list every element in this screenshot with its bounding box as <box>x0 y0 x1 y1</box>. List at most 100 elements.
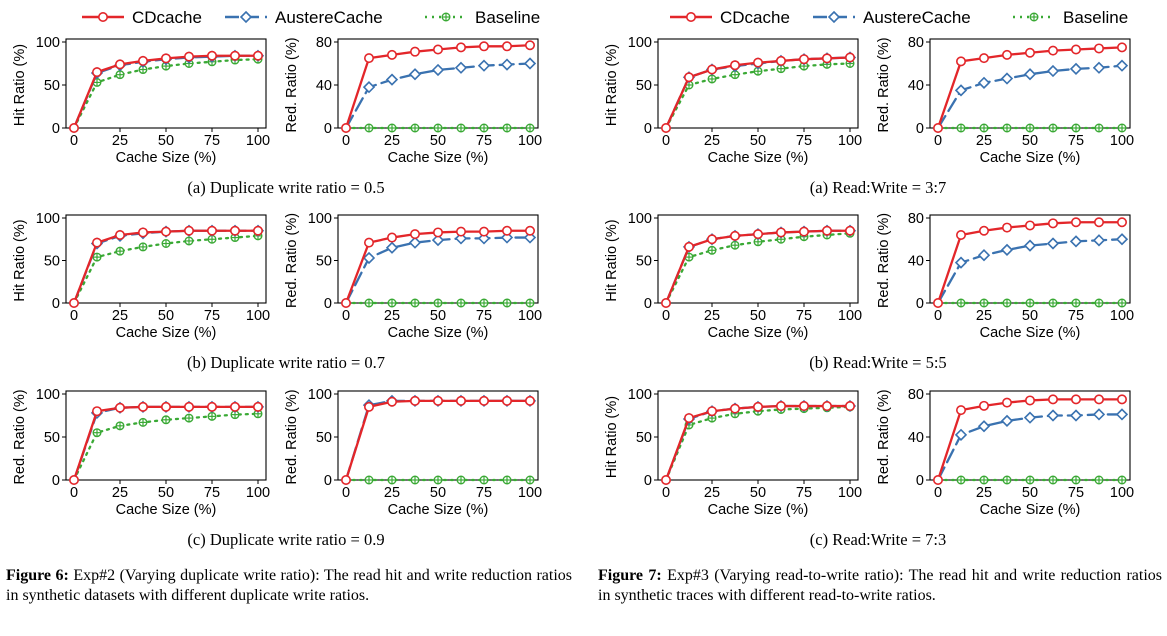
point-base <box>387 123 397 133</box>
series-base <box>344 298 535 308</box>
point-base <box>956 123 966 133</box>
point-austere <box>977 249 991 262</box>
x-tick-label: 0 <box>662 308 670 324</box>
point-base <box>1002 123 1012 133</box>
y-tick-label: 40 <box>908 430 924 446</box>
series-cd <box>72 50 264 130</box>
x-tick-label: 25 <box>976 485 992 501</box>
point-base <box>115 421 125 431</box>
x-tick-label: 0 <box>70 308 78 324</box>
point-cd <box>775 55 786 66</box>
y-tick-label: 0 <box>324 473 332 489</box>
x-tick-label: 25 <box>384 133 400 149</box>
point-cd <box>230 50 241 61</box>
x-tick-label: 75 <box>476 485 492 501</box>
legend-label-cd: CDcache <box>132 8 202 27</box>
y-tick-label: 0 <box>644 121 652 137</box>
series-cd <box>344 395 535 482</box>
x-tick-label: 50 <box>750 133 766 149</box>
point-austere <box>1000 243 1014 257</box>
y-axis-label: Hit Ratio (%) <box>604 219 620 301</box>
x-tick-label: 0 <box>934 485 942 501</box>
y-axis-label: Hit Ratio (%) <box>12 219 28 301</box>
point-base <box>456 298 466 308</box>
point-cd <box>955 56 966 67</box>
point-cd <box>501 41 512 52</box>
series-austere <box>936 59 1129 130</box>
x-tick-label: 0 <box>662 133 670 149</box>
series-base <box>936 475 1127 485</box>
point-cd <box>1001 397 1012 408</box>
point-base <box>707 74 717 84</box>
point-austere <box>362 81 376 94</box>
x-tick-label: 25 <box>112 133 128 149</box>
point-austere <box>1069 409 1083 422</box>
subcaption-fig7c: (c) Read:Write = 7:3 <box>810 530 946 549</box>
series-austere <box>344 394 537 482</box>
x-tick-label: 25 <box>976 133 992 149</box>
point-cd <box>1117 394 1128 405</box>
series-line-austere <box>936 238 1124 305</box>
point-cd <box>386 49 397 60</box>
point-base <box>253 409 263 419</box>
x-axis-label: Cache Size (%) <box>388 502 489 518</box>
x-tick-label: 0 <box>934 308 942 324</box>
point-origin <box>660 123 671 134</box>
x-tick-label: 100 <box>518 308 542 324</box>
series-line-austere <box>344 399 532 482</box>
point-cd <box>729 403 740 414</box>
point-austere <box>954 256 968 269</box>
y-tick-label: 80 <box>908 211 924 227</box>
x-axis-label: Cache Size (%) <box>116 150 217 166</box>
point-austere <box>1092 408 1106 421</box>
point-cd <box>524 225 535 236</box>
y-tick-label: 0 <box>52 121 60 137</box>
point-cd <box>683 72 694 83</box>
x-axis-label: Cache Size (%) <box>116 502 217 518</box>
point-cd <box>230 225 241 236</box>
legend-item-austere: AustereCache <box>813 8 971 27</box>
point-origin <box>660 297 671 308</box>
point-cd <box>683 241 694 252</box>
point-base <box>956 298 966 308</box>
x-tick-label: 75 <box>204 485 220 501</box>
point-origin <box>69 123 80 134</box>
y-tick-label: 0 <box>644 296 652 312</box>
point-austere <box>431 63 445 77</box>
point-cd <box>432 44 443 55</box>
chart-fig7b-left: 0 25 50 75 100 0 50 100 Cache Size (%) Hit Ratio … <box>604 211 862 341</box>
x-tick-label: 50 <box>1022 133 1038 149</box>
x-tick-label: 100 <box>838 308 862 324</box>
point-cd <box>955 230 966 241</box>
legend-label-cd: CDcache <box>720 8 790 27</box>
point-austere <box>1000 414 1014 428</box>
point-cd <box>92 67 103 78</box>
y-tick-label: 50 <box>316 254 332 270</box>
point-cd <box>455 226 466 237</box>
point-base <box>456 123 466 133</box>
point-cd <box>115 59 126 70</box>
point-cd <box>455 395 466 406</box>
point-cd <box>1048 394 1059 405</box>
legend-figure-6: CDcache AustereCache Baseline <box>82 8 540 27</box>
point-base <box>410 298 420 308</box>
point-austere <box>1069 62 1083 76</box>
point-cd <box>1025 47 1036 58</box>
x-tick-label: 50 <box>158 485 174 501</box>
y-tick-label: 100 <box>308 387 332 403</box>
series-austere <box>344 57 537 130</box>
point-cd <box>432 395 443 406</box>
point-cd <box>409 229 420 240</box>
point-cd <box>253 50 264 61</box>
x-axis-label: Cache Size (%) <box>708 150 809 166</box>
point-cd <box>478 226 489 237</box>
point-austere <box>385 73 399 86</box>
point-cd <box>752 229 763 240</box>
x-tick-label: 75 <box>1068 308 1084 324</box>
point-base <box>1117 475 1127 485</box>
point-cd <box>729 230 740 241</box>
point-cd <box>161 226 172 237</box>
x-tick-label: 100 <box>246 308 270 324</box>
y-axis-label: Red. Ratio (%) <box>284 37 300 132</box>
point-base <box>184 236 194 246</box>
